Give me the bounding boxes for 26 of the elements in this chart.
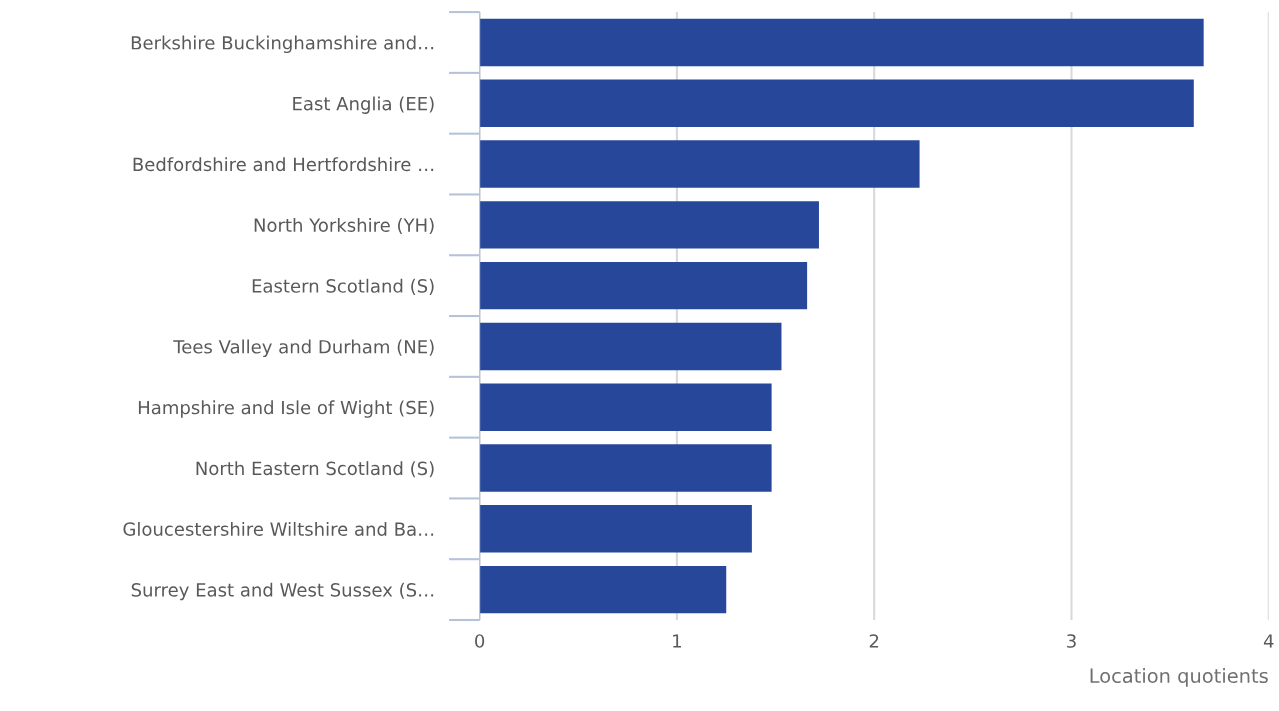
bar — [479, 444, 772, 492]
y-tick-label: Gloucestershire Wiltshire and Ba… — [123, 521, 434, 536]
bar — [479, 201, 819, 249]
y-tick-label: Berkshire Buckinghamshire and… — [131, 35, 434, 54]
bar — [479, 322, 782, 371]
x-tick-label: 0 — [475, 634, 485, 648]
y-tick-label: North Yorkshire (YH) — [254, 217, 434, 235]
bar — [479, 383, 772, 431]
y-tick-label: North Eastern Scotland (S) — [196, 461, 434, 478]
y-tick-label: Hampshire and Isle of Wight (SE) — [138, 400, 434, 418]
x-axis-title: Location quotients — [1090, 668, 1268, 687]
bar — [479, 505, 752, 553]
y-tick-label: Surrey East and West Sussex (S… — [131, 582, 434, 601]
y-tick-label: Bedfordshire and Hertfordshire … — [133, 157, 434, 172]
y-tick-label: Tees Valley and Durham (NE) — [173, 339, 434, 358]
x-tick-label: 4 — [1263, 634, 1274, 648]
y-tick-label: East Anglia (EE) — [293, 96, 434, 114]
x-tick-label: 3 — [1067, 634, 1076, 648]
bar — [479, 565, 727, 614]
bar — [479, 261, 808, 310]
bar — [479, 140, 920, 188]
bar — [479, 18, 1204, 67]
bar — [479, 79, 1194, 127]
x-tick-label: 2 — [869, 634, 879, 648]
x-tick-label: 1 — [673, 634, 681, 648]
y-tick-label: Eastern Scotland (S) — [252, 278, 434, 295]
